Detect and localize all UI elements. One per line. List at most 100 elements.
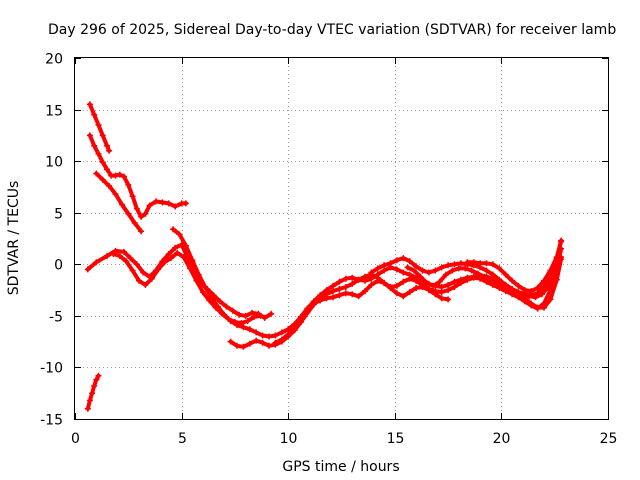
data-point [189,257,196,264]
data-point [170,226,177,233]
data-point [470,259,477,266]
x-axis-label: GPS time / hours [282,459,399,475]
data-point [142,281,149,288]
data-point [165,251,172,257]
data-point [534,305,541,312]
data-point [400,278,407,285]
data-point [253,329,260,336]
data-point [93,170,100,177]
data-point [464,276,471,283]
data-point [330,282,336,289]
data-point [413,277,420,284]
data-point [515,282,522,289]
data-point [133,261,140,268]
data-point [494,279,501,286]
data-point [104,253,110,259]
data-point [381,262,388,269]
data-point [449,267,456,274]
data-point [257,312,264,319]
data-point [240,343,247,350]
data-point [432,291,439,298]
data-point [266,342,272,349]
data-point [457,279,464,286]
data-point [387,260,394,267]
data-point [172,203,179,210]
data-point [430,282,437,289]
data-point [161,259,168,266]
data-point [419,284,426,290]
data-point [195,271,202,278]
data-point [451,284,458,290]
data-point [362,288,368,295]
data-point [381,279,388,286]
data-point [91,111,98,118]
data-point [104,142,110,149]
data-point [138,213,145,220]
data-point [251,313,258,320]
data-point [545,284,552,290]
data-point [155,266,162,273]
data-point [445,296,452,303]
data-point [387,285,394,291]
chart-title: Day 296 of 2025, Sidereal Day-to-day VTE… [48,22,616,38]
data-point [182,200,189,207]
data-point [310,300,317,307]
data-point [547,296,554,303]
data-point [167,255,174,262]
data-point [393,266,400,273]
series-track-4 [84,372,102,412]
data-point [393,282,400,289]
data-point [268,310,275,317]
data-point [342,290,349,297]
data-point [425,287,432,294]
data-point [528,302,535,309]
data-point [180,254,187,261]
data-point [526,293,533,300]
data-point [393,290,400,297]
data-point [244,318,251,324]
data-point [174,249,181,256]
data-point [487,276,494,283]
x-tick-label: 10 [280,431,298,447]
data-point [291,323,298,330]
x-tick-label: 0 [71,431,80,447]
y-tick-label: -15 [40,413,63,429]
data-point [445,287,452,294]
data-point [483,260,490,267]
data-point [106,147,113,154]
data-point [483,267,490,274]
x-tick-label: 15 [387,431,405,447]
data-point [99,176,106,183]
data-point [519,291,526,298]
data-point [176,231,183,238]
data-point [474,270,481,277]
plot-frame [74,57,609,420]
series-track-1 [86,101,113,154]
data-point [489,261,496,268]
data-point [406,258,413,265]
data-point [355,293,362,300]
data-point [381,267,388,274]
data-point [393,257,400,264]
data-point [464,259,471,266]
data-point [438,289,445,296]
data-point [368,269,375,276]
data-point [477,260,484,267]
data-point [349,291,356,298]
data-point [234,322,240,329]
data-point [323,295,330,302]
y-axis-label: SDTVAR / TECUs [6,181,22,296]
y-tick-label: -5 [49,310,63,326]
x-tick-label: 20 [493,431,511,447]
data-point [249,309,255,316]
data-point [451,278,458,285]
data-point [86,397,93,404]
data-point [89,390,96,397]
data-point [304,305,311,312]
data-point [411,267,417,274]
data-point [438,284,445,290]
data-point [425,269,432,276]
data-point [355,276,362,283]
